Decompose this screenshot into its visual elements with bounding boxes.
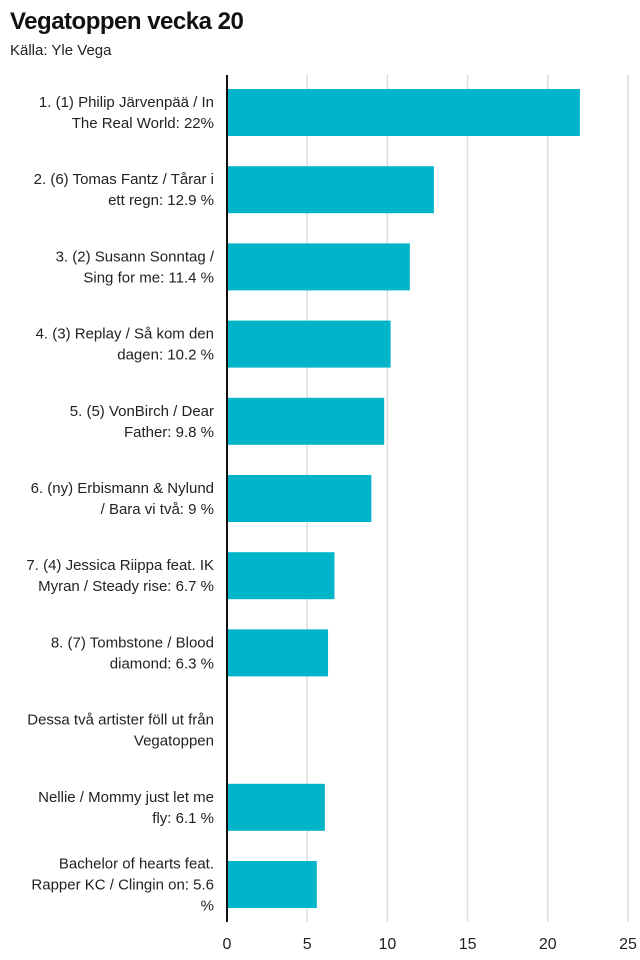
x-tick-label: 15 [459, 936, 477, 953]
category-label-line: dagen: 10.2 % [117, 347, 214, 364]
category-label-line: Vegatoppen [134, 733, 214, 750]
category-label-line: The Real World: 22% [72, 115, 214, 132]
category-label-line: % [201, 898, 214, 915]
bar [227, 629, 329, 677]
category-label: 6. (ny) Erbismann & Nylund / Bara vi två:… [31, 480, 214, 518]
category-label-line: / Bara vi två: 9 % [101, 501, 214, 518]
bar [227, 783, 325, 831]
category-label-line: 6. (ny) Erbismann & Nylund [31, 480, 214, 497]
category-label: Bachelor of hearts feat. Rapper KC / Clin… [31, 856, 214, 915]
category-label: 7. (4) Jessica Riippa feat. IK Myran / St… [26, 557, 214, 595]
bar [227, 166, 434, 214]
bar [227, 243, 410, 291]
category-label-line: diamond: 6.3 % [110, 655, 214, 672]
category-label-line: Father: 9.8 % [124, 424, 214, 441]
bar [227, 397, 385, 445]
x-tick-label: 20 [539, 936, 557, 953]
chart-subtitle: Källa: Yle Vega [10, 42, 112, 59]
bar [227, 475, 372, 522]
category-label-line: Sing for me: 11.4 % [83, 269, 214, 286]
category-label-line: 4. (3) Replay / Så kom den [36, 326, 214, 343]
category-label-line: 7. (4) Jessica Riippa feat. IK [26, 557, 214, 574]
category-label-line: Nellie / Mommy just let me [38, 789, 214, 806]
category-label-line: Rapper KC / Clingin on: 5.6 [31, 877, 214, 894]
bar [227, 861, 317, 908]
category-label: 3. (2) Susann Sonntag / Sing for me: 11.4… [56, 248, 215, 286]
category-label: Nellie / Mommy just let me fly: 6.1 % [38, 789, 214, 827]
bar [227, 552, 335, 600]
bar [227, 89, 580, 136]
x-tick-label: 10 [379, 936, 397, 953]
x-tick-label: 25 [619, 936, 637, 953]
category-label-line: 8. (7) Tombstone / Blood [51, 634, 214, 651]
chart-title: Vegatoppen vecka 20 [10, 8, 244, 35]
category-label-line: Myran / Steady rise: 6.7 % [38, 578, 214, 595]
category-label: 2. (6) Tomas Fantz / Tårar i ett regn: 12… [34, 171, 214, 209]
category-label-line: fly: 6.1 % [152, 810, 214, 827]
bar [227, 320, 391, 368]
category-label-line: 3. (2) Susann Sonntag / [56, 248, 215, 265]
x-tick-label: 0 [223, 936, 232, 953]
category-label-line: 2. (6) Tomas Fantz / Tårar i [34, 171, 214, 188]
category-label-line: Dessa två artister föll ut från [27, 712, 214, 729]
category-label: 5. (5) VonBirch / Dear Father: 9.8 % [70, 403, 214, 441]
category-label: 1. (1) Philip Järvenpää / In The Real Wor… [39, 94, 214, 132]
category-label: 8. (7) Tombstone / Blood diamond: 6.3 % [51, 634, 214, 672]
category-label: 4. (3) Replay / Så kom den dagen: 10.2 % [36, 326, 214, 364]
category-label-line: 1. (1) Philip Järvenpää / In [39, 94, 214, 111]
category-label-line: ett regn: 12.9 % [108, 192, 214, 209]
category-label-line: Bachelor of hearts feat. [59, 856, 214, 873]
x-tick-label: 5 [303, 936, 312, 953]
category-label-line: 5. (5) VonBirch / Dear [70, 403, 214, 420]
category-label: Dessa två artister föll ut från Vegatoppe… [27, 712, 214, 750]
